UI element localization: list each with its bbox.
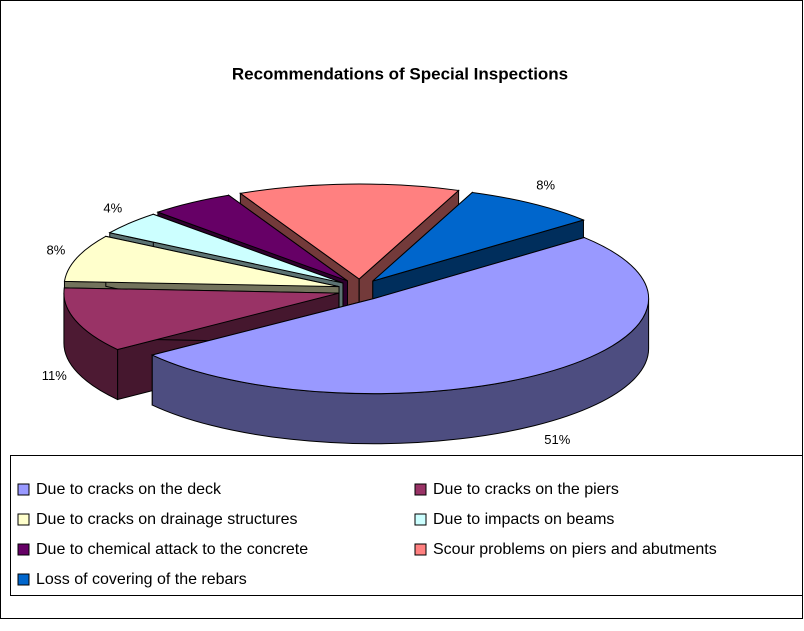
- legend-swatch: [414, 513, 427, 526]
- legend-label: Scour problems on piers and abutments: [433, 541, 717, 558]
- legend-swatch: [17, 513, 30, 526]
- legend-swatch: [414, 483, 427, 496]
- data-label: 8%: [536, 177, 555, 192]
- slice-top: [63, 287, 340, 351]
- legend-swatch: [17, 543, 30, 556]
- legend-swatch: [17, 483, 30, 496]
- legend-label: Due to cracks on drainage structures: [36, 511, 297, 528]
- legend-label: Due to chemical attack to the concrete: [36, 541, 308, 558]
- slice-top: [372, 191, 585, 282]
- data-label: 4%: [103, 201, 122, 216]
- legend-label: Due to impacts on beams: [433, 511, 614, 528]
- legend-box: [10, 455, 803, 596]
- data-label: 11%: [42, 368, 67, 383]
- slice-top: [239, 183, 460, 280]
- legend-label: Due to cracks on the deck: [36, 481, 222, 498]
- chart-title: Recommendations of Special Inspections: [232, 64, 568, 83]
- data-label: 8%: [47, 243, 66, 258]
- legend-swatch: [414, 543, 427, 556]
- slice-top: [150, 237, 650, 395]
- legend-swatch: [17, 573, 30, 586]
- slice-top: [63, 235, 340, 288]
- pie-slice: [150, 236, 650, 445]
- legend-label: Loss of covering of the rebars: [36, 571, 247, 588]
- slice-top: [108, 213, 344, 284]
- legend-label: Due to cracks on the piers: [433, 481, 619, 498]
- data-label: 51%: [544, 432, 570, 447]
- slice-top: [156, 194, 348, 282]
